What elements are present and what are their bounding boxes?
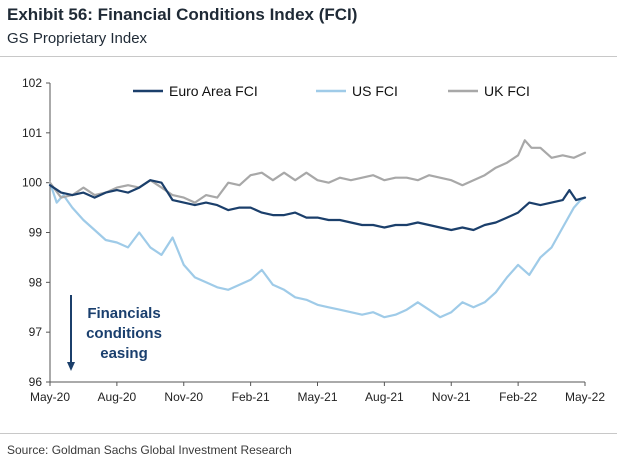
easing-arrowhead — [67, 362, 75, 371]
y-tick-label: 97 — [29, 325, 43, 339]
annotation-line: Financials — [87, 305, 160, 322]
annotation-line: conditions — [86, 325, 162, 342]
x-tick-label: May-20 — [30, 390, 70, 404]
x-tick-label: Aug-21 — [365, 390, 404, 404]
y-tick-label: 100 — [22, 176, 42, 190]
bottom-divider — [0, 433, 617, 434]
annotation-line: easing — [100, 345, 148, 362]
legend-label: US FCI — [352, 83, 398, 99]
series-lines-group — [48, 139, 587, 319]
x-tick-label: Feb-22 — [499, 390, 537, 404]
x-tick-label: Nov-20 — [164, 390, 203, 404]
series-line-us-fci — [48, 181, 587, 319]
y-tick-label: 96 — [29, 375, 43, 389]
x-tick-label: May-22 — [565, 390, 605, 404]
x-tick-label: May-21 — [297, 390, 337, 404]
top-divider — [0, 56, 617, 57]
x-tick-label: Feb-21 — [232, 390, 270, 404]
legend: Euro Area FCI US FCI UK FCI — [133, 83, 530, 99]
axes-group: 96 97 98 99 100 101 102 May-20 Aug-20 Nov-20 Feb-2… — [22, 76, 605, 404]
chart-title: Exhibit 56: Financial Conditions Index (… — [7, 5, 358, 24]
legend-label: Euro Area FCI — [169, 83, 258, 99]
y-tick-label: 101 — [22, 126, 42, 140]
chart-subtitle: GS Proprietary Index — [7, 30, 148, 47]
easing-annotation: Financials conditions easing — [67, 295, 162, 371]
x-tick-label: Aug-20 — [98, 390, 137, 404]
source-note: Source: Goldman Sachs Global Investment … — [7, 443, 292, 457]
series-line-uk-fci — [48, 139, 587, 204]
y-tick-label: 98 — [29, 275, 43, 289]
x-tick-label: Nov-21 — [432, 390, 471, 404]
series-line-euro-area-fci — [48, 179, 587, 232]
legend-label: UK FCI — [484, 83, 530, 99]
y-tick-label: 102 — [22, 76, 42, 90]
y-tick-label: 99 — [29, 226, 43, 240]
